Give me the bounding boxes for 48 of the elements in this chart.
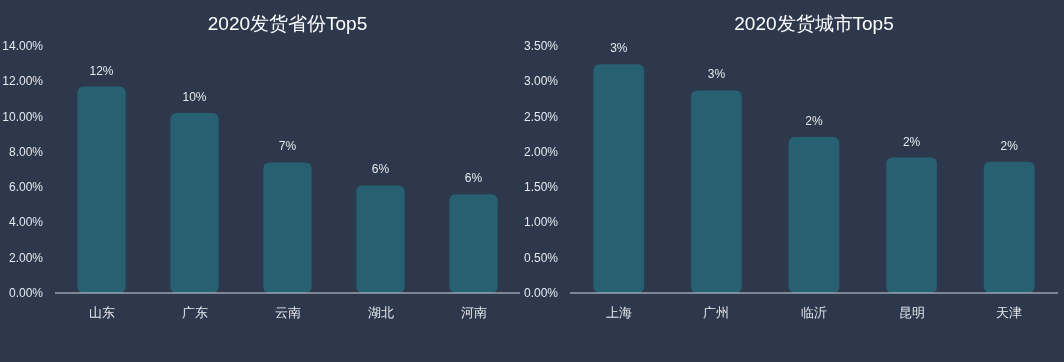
x-tick-label: 山东 (88, 305, 115, 320)
bar (356, 185, 405, 293)
bar (983, 161, 1035, 293)
y-tick-label: 1.00% (523, 215, 559, 230)
y-tick-label: 3.00% (523, 74, 559, 89)
bar (170, 113, 219, 293)
y-tick-label: 4.00% (8, 215, 44, 230)
bar (77, 86, 126, 293)
data-label: 10% (182, 90, 207, 105)
x-tick-label: 湖北 (367, 305, 394, 320)
data-label: 2% (1000, 138, 1019, 153)
y-tick-label: 2.00% (8, 250, 44, 265)
data-label: 12% (89, 63, 114, 78)
y-tick-label: 8.00% (8, 144, 44, 159)
y-tick-label: 3.50% (523, 39, 559, 53)
data-label: 2% (805, 114, 823, 129)
data-label: 2% (902, 134, 921, 149)
y-tick-label: 14.00% (2, 39, 44, 53)
data-label: 3% (610, 41, 628, 56)
y-tick-label: 6.00% (8, 180, 44, 195)
bar (593, 64, 645, 293)
chart-title: 2020发货城市Top5 (734, 13, 894, 34)
y-tick-label: 2.00% (523, 144, 559, 159)
y-tick-label: 12.00% (2, 74, 44, 89)
x-tick-label: 云南 (274, 305, 301, 320)
x-tick-label: 临沂 (801, 305, 827, 320)
data-label: 6% (464, 171, 483, 186)
x-tick-label: 昆明 (898, 305, 925, 320)
bar (449, 194, 498, 293)
data-label: 6% (371, 162, 390, 177)
bar (691, 90, 742, 293)
y-tick-label: 10.00% (2, 109, 44, 124)
x-tick-label: 广州 (703, 305, 730, 320)
y-tick-label: 2.50% (523, 109, 559, 124)
bar (263, 162, 312, 293)
y-tick-label: 0.00% (523, 286, 559, 300)
bar (788, 137, 840, 293)
data-label: 7% (278, 139, 297, 154)
y-tick-label: 0.00% (8, 286, 44, 300)
x-tick-label: 上海 (605, 305, 632, 320)
y-tick-label: 0.50% (523, 250, 559, 265)
chart-title: 2020发货省份Top5 (207, 13, 368, 34)
x-tick-label: 广东 (181, 305, 208, 320)
x-tick-label: 河南 (460, 305, 487, 320)
x-tick-label: 天津 (996, 305, 1023, 320)
y-tick-label: 1.50% (523, 180, 559, 195)
data-label: 3% (707, 67, 726, 82)
bar (886, 157, 937, 293)
